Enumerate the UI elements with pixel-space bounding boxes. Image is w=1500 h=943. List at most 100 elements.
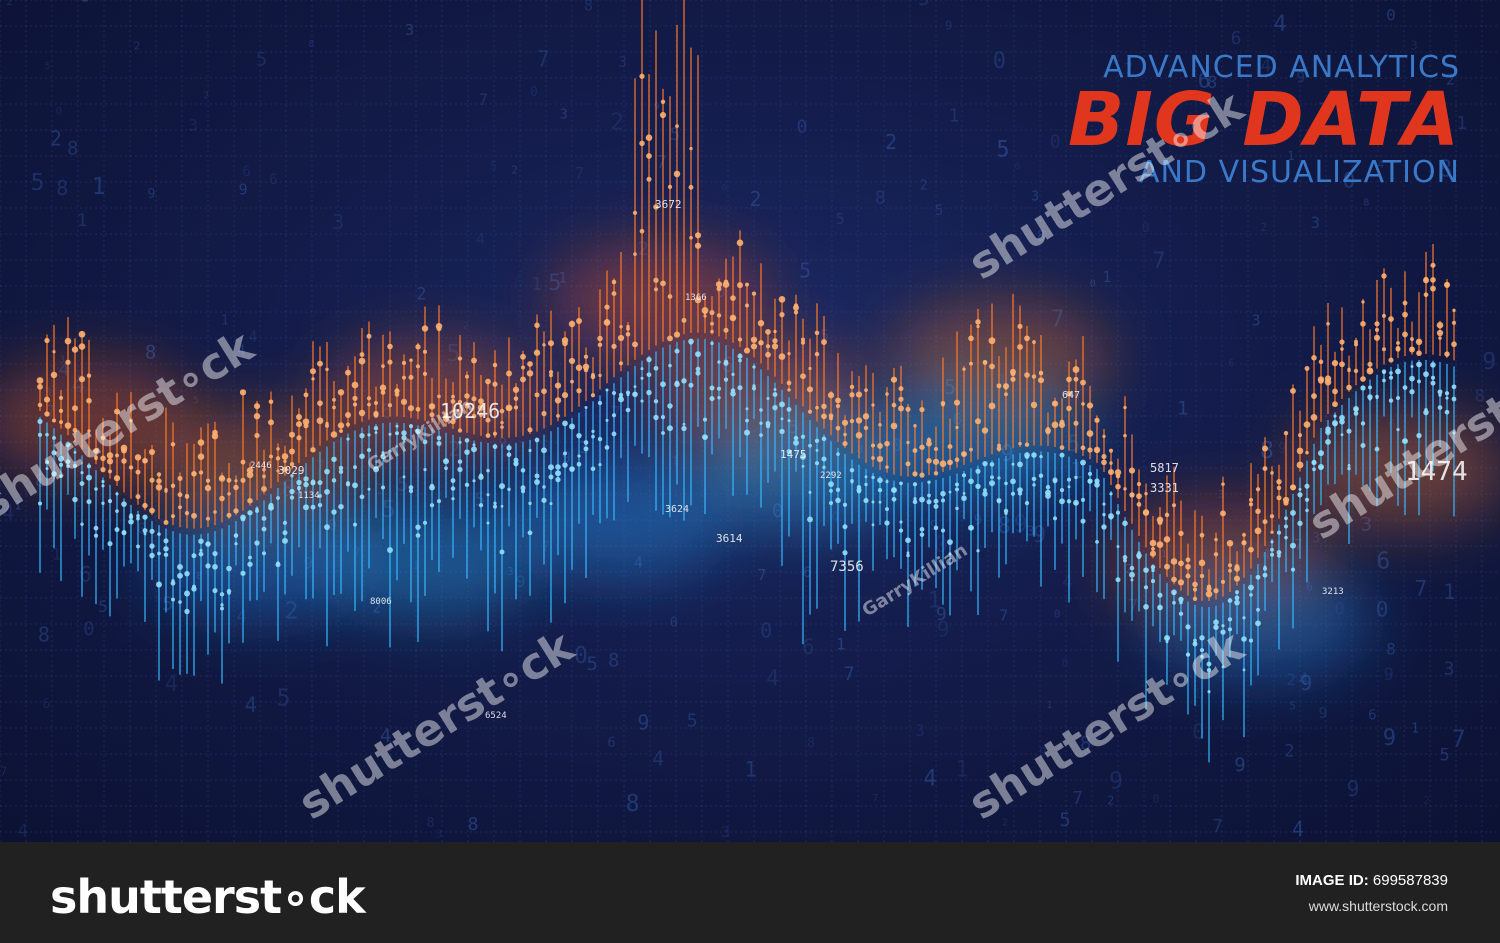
background-digit: 0 [1054,608,1061,621]
data-point-blue [534,437,540,443]
data-point-blue [486,468,490,473]
data-point-orange [379,384,387,391]
data-point-blue [520,468,526,473]
data-point-blue [388,449,392,453]
data-point-blue [107,541,113,547]
data-point-orange [821,403,827,410]
data-point-blue [296,485,302,490]
data-point-orange [1004,392,1008,397]
data-point-blue [1311,459,1317,465]
data-point-blue [646,389,652,396]
data-point-orange [58,408,64,414]
data-point-orange [619,324,623,329]
data-point-blue [1116,545,1120,548]
data-point-orange [134,454,142,461]
data-point-orange [262,474,266,479]
data-point-orange [617,334,625,342]
data-point-blue [912,482,918,487]
data-point-blue [1101,524,1107,530]
background-digit: 3 [1027,524,1035,539]
data-point-orange [1066,390,1072,397]
data-point-orange [1114,469,1122,476]
data-point-blue [367,487,371,491]
data-point-blue [51,450,57,456]
data-point-orange [471,357,477,364]
headline-bottom: AND VISUALIZATION [1138,155,1460,190]
background-digit: 1 [836,635,846,654]
data-point-blue [359,453,365,460]
data-point-blue [961,495,967,502]
data-point-blue [1010,491,1016,496]
data-point-blue [864,482,868,487]
data-point-blue [940,528,946,533]
data-point-blue [255,509,259,513]
data-point-blue [86,474,92,481]
data-point-blue [940,490,946,497]
data-point-blue [1017,491,1023,496]
data-point-orange [1101,454,1107,460]
background-digit: 2 [885,130,897,154]
data-point-blue [1129,571,1135,578]
data-point-blue [1333,414,1337,418]
background-digit: 3 [1251,311,1260,329]
readout-label: 3213 [1322,587,1344,597]
data-point-blue [136,514,140,518]
data-point-blue [1332,420,1338,427]
data-point-orange [1086,430,1094,437]
background-digit: 8 [1037,228,1045,244]
data-point-orange [155,484,163,491]
data-point-orange [1374,321,1380,327]
data-point-blue [1052,477,1058,483]
data-point-blue [927,493,931,498]
data-point-orange [1283,431,1289,436]
data-point-orange [44,337,50,344]
data-point-orange [395,388,399,392]
background-digit: 4 [1261,56,1272,77]
data-point-blue [1339,414,1345,421]
data-point-blue [1227,627,1233,632]
data-point-orange [855,391,863,398]
data-point-orange [912,471,918,477]
data-point-orange [939,460,947,468]
data-point-orange [710,329,714,334]
data-point-orange [639,73,645,79]
footer-bar: shutterst∘ck IMAGE ID: 699587839 www.shu… [0,842,1500,943]
data-point-orange [1360,321,1366,327]
data-point-blue [457,459,463,464]
data-point-orange [450,399,456,404]
data-point-orange [1255,487,1261,492]
data-point-orange [787,351,791,356]
data-point-blue [177,564,183,570]
background-digit: 8 [145,341,156,363]
data-point-orange [947,444,953,450]
data-point-blue [541,497,547,503]
data-point-orange [1164,563,1170,570]
data-point-orange [352,402,358,407]
background-digit: 4 [1273,12,1286,37]
data-point-blue [395,424,399,428]
data-point-orange [1353,368,1359,374]
data-point-orange [849,384,855,390]
background-digit: 8 [1438,156,1452,182]
data-point-orange [1205,590,1213,598]
data-point-blue [1262,572,1268,578]
data-point-blue [878,500,882,504]
data-point-orange [701,306,709,314]
data-point-blue [779,401,785,408]
data-point-blue [493,501,497,505]
background-digit: 1 [1046,700,1052,711]
data-point-orange [1017,323,1023,329]
data-point-blue [115,509,119,513]
data-point-blue [723,360,729,366]
data-point-orange [1290,387,1296,394]
background-digit: 3 [188,115,198,134]
data-point-orange [932,458,940,465]
background-digit: 5 [162,593,173,615]
data-point-orange [191,512,197,519]
data-point-orange [240,477,246,483]
data-point-orange [639,228,645,234]
data-point-blue [261,526,267,532]
data-point-blue [1347,464,1351,467]
data-point-orange [407,405,415,412]
